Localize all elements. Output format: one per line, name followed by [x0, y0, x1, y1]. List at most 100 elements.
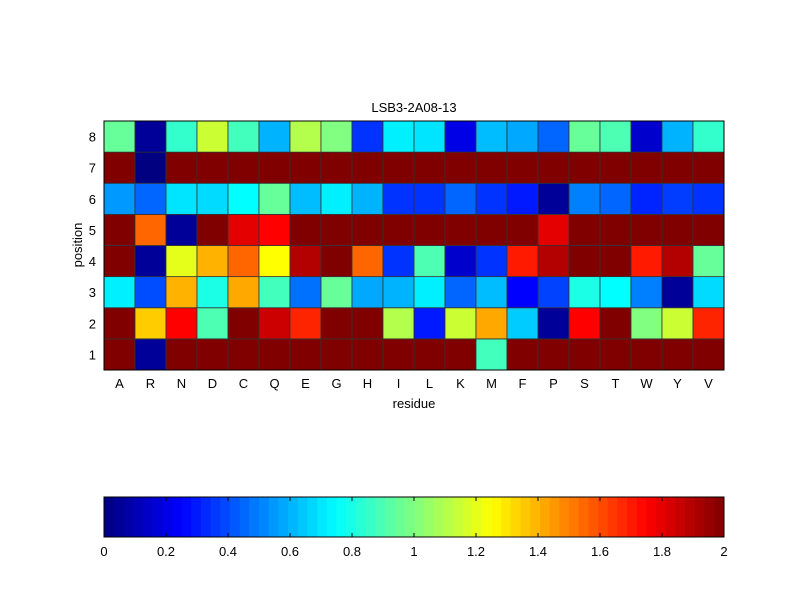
heatmap-cell-L-8: [413, 120, 446, 153]
colorbar-swatch: [452, 497, 463, 537]
heatmap-cell-L-6: [413, 182, 446, 215]
heatmap-cell-E-2: [289, 307, 322, 340]
heatmap-cell-H-1: [351, 338, 384, 371]
heatmap-cell-G-3: [320, 276, 353, 309]
colorbar-swatch: [394, 497, 405, 537]
heatmap-cell-R-6: [134, 182, 167, 215]
heatmap-cell-N-2: [165, 307, 198, 340]
x-tick-label: D: [208, 376, 217, 391]
heatmap-cell-S-7: [568, 151, 601, 184]
heatmap-cell-W-3: [630, 276, 663, 309]
x-tick-label: L: [426, 376, 433, 391]
colorbar-swatch: [384, 497, 396, 537]
y-tick-label: 2: [89, 316, 96, 331]
heatmap-cell-G-2: [320, 307, 353, 340]
heatmap-cell-M-3: [475, 276, 508, 309]
heatmap-cell-A-8: [103, 120, 136, 153]
colorbar-swatch: [675, 497, 686, 537]
colorbar-swatch: [346, 497, 357, 537]
x-tick-label: N: [177, 376, 186, 391]
heatmap-cell-S-1: [568, 338, 601, 371]
heatmap-cell-I-8: [382, 120, 415, 153]
x-tick-label: M: [486, 376, 497, 391]
colorbar-swatch: [123, 497, 134, 537]
heatmap-cell-V-2: [692, 307, 725, 340]
x-tick-label: H: [363, 376, 372, 391]
heatmap-cell-D-7: [196, 151, 229, 184]
heatmap-cell-C-2: [227, 307, 260, 340]
y-tick-label: 6: [89, 192, 96, 207]
heatmap-cell-K-6: [444, 182, 477, 215]
heatmap-cell-V-3: [692, 276, 725, 309]
heatmap-cell-R-3: [134, 276, 167, 309]
heatmap-cell-H-7: [351, 151, 384, 184]
heatmap-cell-N-6: [165, 182, 198, 215]
colorbar-swatch: [288, 497, 299, 537]
heatmap-cell-Y-4: [661, 245, 694, 278]
heatmap-cell-K-3: [444, 276, 477, 309]
heatmap-cell-P-3: [537, 276, 570, 309]
heatmap-cell-P-1: [537, 338, 570, 371]
heatmap-cell-W-6: [630, 182, 663, 215]
heatmap-cell-Q-4: [258, 245, 291, 278]
heatmap-cell-F-2: [506, 307, 539, 340]
heatmap-cell-P-8: [537, 120, 570, 153]
heatmap-cell-C-1: [227, 338, 260, 371]
colorbar-swatch: [501, 497, 512, 537]
heatmap-cell-T-2: [599, 307, 632, 340]
heatmap-cell-A-2: [103, 307, 136, 340]
heatmap-cell-S-2: [568, 307, 601, 340]
heatmap-cell-C-8: [227, 120, 260, 153]
colorbar-swatch: [355, 497, 367, 537]
colorbar-swatch: [685, 497, 696, 537]
heatmap-cell-T-8: [599, 120, 632, 153]
heatmap-cell-N-5: [165, 213, 198, 246]
colorbar-swatch: [268, 497, 279, 537]
heatmap-cell-L-2: [413, 307, 446, 340]
heatmap-cell-V-6: [692, 182, 725, 215]
heatmap-cell-Y-1: [661, 338, 694, 371]
heatmap-cell-M-6: [475, 182, 508, 215]
heatmap-cell-G-4: [320, 245, 353, 278]
heatmap-cell-D-5: [196, 213, 229, 246]
heatmap-cell-V-4: [692, 245, 725, 278]
heatmap-cell-W-7: [630, 151, 663, 184]
heatmap-cell-A-6: [103, 182, 136, 215]
heatmap-cell-R-4: [134, 245, 167, 278]
colorbar-swatch: [142, 497, 153, 537]
heatmap-cell-N-1: [165, 338, 198, 371]
heatmap-cell-I-3: [382, 276, 415, 309]
y-tick-label: 5: [89, 223, 96, 238]
heatmap-cell-R-8: [134, 120, 167, 153]
x-tick-label: K: [456, 376, 465, 391]
heatmap-cell-F-6: [506, 182, 539, 215]
colorbar-swatch: [462, 497, 473, 537]
heatmap-cell-P-7: [537, 151, 570, 184]
heatmap-cells: [103, 120, 725, 371]
heatmap-cell-Q-8: [258, 120, 291, 153]
colorbar-swatch: [714, 497, 725, 537]
heatmap-cell-D-6: [196, 182, 229, 215]
heatmap-cell-R-1: [134, 338, 167, 371]
heatmap-cell-N-8: [165, 120, 198, 153]
heatmap-cell-Q-1: [258, 338, 291, 371]
colorbar-swatch: [200, 497, 212, 537]
heatmap-cell-V-8: [692, 120, 725, 153]
colorbar-swatch: [530, 497, 541, 537]
heatmap-cell-D-2: [196, 307, 229, 340]
x-tick-label: Q: [269, 376, 279, 391]
heatmap-cell-E-6: [289, 182, 322, 215]
colorbar-swatch: [617, 497, 628, 537]
colorbar-swatch: [375, 497, 386, 537]
x-tick-label: E: [301, 376, 310, 391]
x-axis-label: residue: [393, 396, 436, 411]
heatmap-cell-I-5: [382, 213, 415, 246]
colorbar-tick-label: 1.2: [467, 544, 485, 559]
heatmap-cell-C-7: [227, 151, 260, 184]
heatmap-cell-D-4: [196, 245, 229, 278]
heatmap-cell-I-2: [382, 307, 415, 340]
colorbar-swatch: [646, 497, 657, 537]
colorbar-swatch: [510, 497, 522, 537]
heatmap-cell-Y-8: [661, 120, 694, 153]
